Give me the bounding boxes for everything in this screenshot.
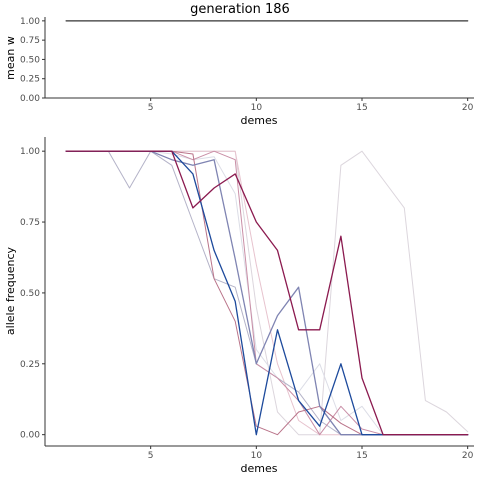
bottom-x-tick-label-1: 10 xyxy=(251,451,263,461)
bottom-series-line-1 xyxy=(65,150,469,436)
chart-title: generation 186 xyxy=(190,2,290,17)
top-x-tick-label-0: 5 xyxy=(148,103,154,113)
top-x-tick-label-1: 10 xyxy=(251,103,263,113)
allele-frequency-series-group xyxy=(65,150,469,436)
top-y-tick-label-3: 0.75 xyxy=(20,36,40,46)
top-y-axis-title: mean w xyxy=(4,36,17,80)
bottom-series-line-2 xyxy=(65,150,469,436)
bottom-x-tick-label-2: 15 xyxy=(356,451,367,461)
bottom-series-line-7 xyxy=(65,150,469,436)
bottom-y-tick-label-2: 0.50 xyxy=(20,289,40,299)
bottom-series-line-6 xyxy=(65,150,469,436)
top-x-axis-title: demes xyxy=(241,114,278,127)
bottom-y-axis-title: allele frequency xyxy=(4,246,17,335)
bottom-x-tick-label-3: 20 xyxy=(462,451,474,461)
top-y-tick-label-1: 0.25 xyxy=(20,75,40,85)
bottom-x-tick-label-0: 5 xyxy=(148,451,154,461)
top-x-tick-label-3: 20 xyxy=(462,103,474,113)
bottom-y-tick-label-1: 0.25 xyxy=(20,360,40,370)
bottom-axis-ticks: 5 10 15 20 0.00 0.25 0.50 0.75 1.00 xyxy=(20,147,474,461)
top-x-tick-label-2: 15 xyxy=(356,103,367,113)
bottom-series-line-8 xyxy=(65,150,469,436)
bottom-series-line-3 xyxy=(65,150,469,436)
top-y-tick-label-0: 0.00 xyxy=(20,94,40,104)
allele-frequency-panel: 5 10 15 20 0.00 0.25 0.50 0.75 1.00 demes allele… xyxy=(4,137,474,475)
top-y-tick-label-4: 1.00 xyxy=(20,17,40,27)
bottom-y-tick-label-0: 0.00 xyxy=(20,431,40,441)
bottom-series-line-4 xyxy=(65,150,469,436)
bottom-series-line-0 xyxy=(65,150,469,436)
top-y-tick-label-2: 0.50 xyxy=(20,55,40,65)
top-axis-ticks: 5 10 15 20 0.00 0.25 0.50 0.75 1.00 xyxy=(20,17,474,113)
bottom-y-tick-label-3: 0.75 xyxy=(20,218,40,228)
bottom-y-tick-label-4: 1.00 xyxy=(20,147,40,157)
bottom-series-line-5 xyxy=(65,150,469,436)
bottom-x-axis-title: demes xyxy=(241,462,278,475)
mean-w-panel: 5 10 15 20 0.00 0.25 0.50 0.75 1.00 demes mean w xyxy=(4,17,474,127)
